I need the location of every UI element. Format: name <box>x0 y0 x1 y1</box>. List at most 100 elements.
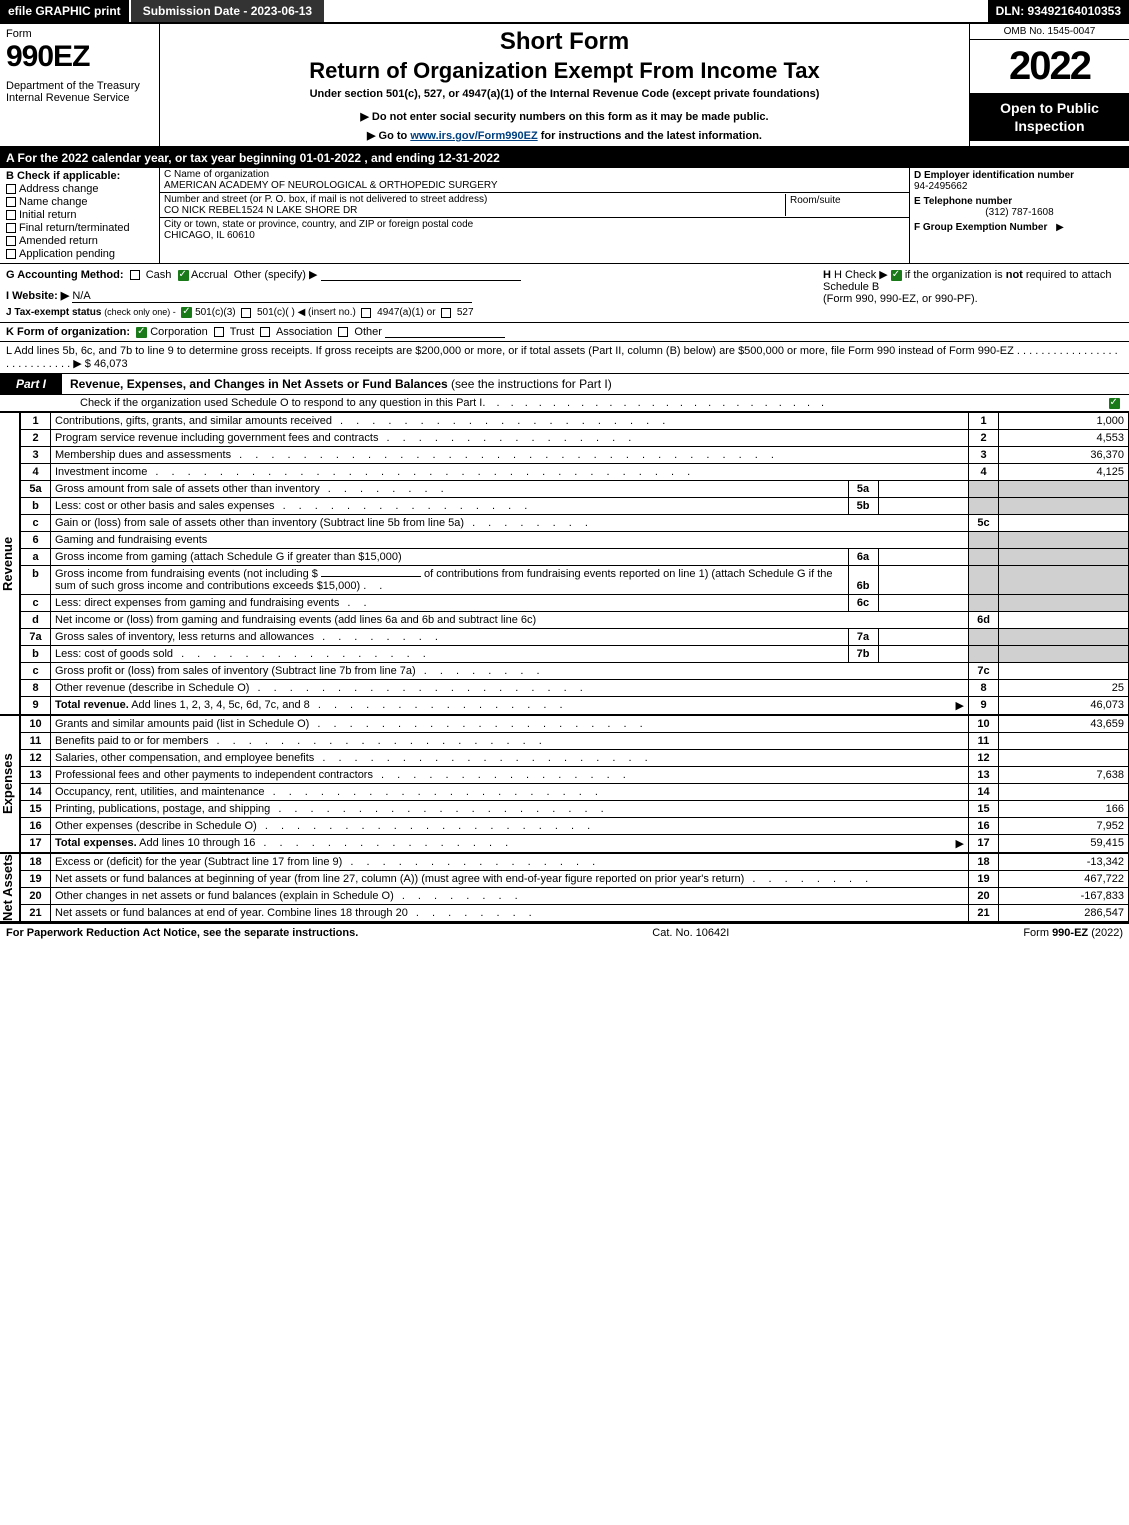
chk-other-org[interactable] <box>338 327 348 337</box>
chk-501c3[interactable] <box>181 307 192 318</box>
part1-tab: Part I <box>0 374 62 394</box>
chk-4947[interactable] <box>361 308 371 318</box>
table-row: 2Program service revenue including gover… <box>21 430 1129 447</box>
top-bar: efile GRAPHIC print Submission Date - 20… <box>0 0 1129 24</box>
expenses-section: Expenses 10Grants and similar amounts pa… <box>0 715 1129 853</box>
table-row: 18Excess or (deficit) for the year (Subt… <box>21 854 1129 871</box>
org-name-label: C Name of organization <box>164 169 905 180</box>
table-row: 12Salaries, other compensation, and empl… <box>21 750 1129 767</box>
form-of-org-label: K Form of organization: <box>6 326 130 338</box>
table-row: 10Grants and similar amounts paid (list … <box>21 716 1129 733</box>
table-row: dNet income or (loss) from gaming and fu… <box>21 612 1129 629</box>
table-row: 17Total expenses. Add lines 10 through 1… <box>21 835 1129 853</box>
table-row: bLess: cost of goods sold . . . . . . . … <box>21 646 1129 663</box>
table-row: 11Benefits paid to or for members . . . … <box>21 733 1129 750</box>
website-label: I Website: ▶ <box>6 290 69 302</box>
tax-year: 2022 <box>970 40 1129 93</box>
chk-cash[interactable] <box>130 270 140 280</box>
chk-name-change[interactable]: Name change <box>6 196 153 208</box>
table-row: 5aGross amount from sale of assets other… <box>21 481 1129 498</box>
col-c: C Name of organization AMERICAN ACADEMY … <box>160 168 909 263</box>
footer-right: Form 990-EZ (2022) <box>1023 927 1123 939</box>
form-label: Form <box>6 28 153 40</box>
table-row: 9Total revenue. Add lines 1, 2, 3, 4, 5c… <box>21 697 1129 715</box>
chk-amended-return[interactable]: Amended return <box>6 235 153 247</box>
note-goto-suffix: for instructions and the latest informat… <box>538 130 762 142</box>
table-row: 3Membership dues and assessments . . . .… <box>21 447 1129 464</box>
table-row: bGross income from fundraising events (n… <box>21 566 1129 595</box>
chk-association[interactable] <box>260 327 270 337</box>
footer-cat: Cat. No. 10642I <box>358 927 1023 939</box>
netassets-table: 18Excess or (deficit) for the year (Subt… <box>20 853 1129 922</box>
table-row: 21Net assets or fund balances at end of … <box>21 905 1129 922</box>
chk-501c[interactable] <box>241 308 251 318</box>
table-row: 20Other changes in net assets or fund ba… <box>21 888 1129 905</box>
group-exemption-label: F Group Exemption Number <box>914 222 1047 233</box>
org-city: CHICAGO, IL 60610 <box>164 230 905 241</box>
gross-receipts: 46,073 <box>94 358 128 370</box>
org-name: AMERICAN ACADEMY OF NEUROLOGICAL & ORTHO… <box>164 180 905 191</box>
table-row: 16Other expenses (describe in Schedule O… <box>21 818 1129 835</box>
chk-schedule-b[interactable] <box>891 270 902 281</box>
line-g: G Accounting Method: Cash Accrual Other … <box>6 268 803 281</box>
chk-schedule-o[interactable] <box>1109 398 1120 409</box>
org-addr: CO NICK REBEL1524 N LAKE SHORE DR <box>164 205 785 216</box>
part1-check-text: Check if the organization used Schedule … <box>80 397 482 409</box>
chk-corporation[interactable] <box>136 327 147 338</box>
submission-date: Submission Date - 2023-06-13 <box>131 0 324 22</box>
org-addr-label: Number and street (or P. O. box, if mail… <box>164 194 785 205</box>
table-row: 1Contributions, gifts, grants, and simil… <box>21 413 1129 430</box>
chk-trust[interactable] <box>214 327 224 337</box>
table-row: cGain or (loss) from sale of assets othe… <box>21 515 1129 532</box>
footer-left: For Paperwork Reduction Act Notice, see … <box>6 927 358 939</box>
table-row: 13Professional fees and other payments t… <box>21 767 1129 784</box>
website-value: N/A <box>72 290 472 303</box>
irs-link[interactable]: www.irs.gov/Form990EZ <box>410 130 537 142</box>
org-city-label: City or town, state or province, country… <box>164 219 905 230</box>
col-def: D Employer identification number 94-2495… <box>909 168 1129 263</box>
chk-accrual[interactable] <box>178 270 189 281</box>
chk-final-return[interactable]: Final return/terminated <box>6 222 153 234</box>
line-k: K Form of organization: Corporation Trus… <box>0 323 1129 342</box>
ein-label: D Employer identification number <box>914 170 1125 181</box>
table-row: bLess: cost or other basis and sales exp… <box>21 498 1129 515</box>
chk-address-change[interactable]: Address change <box>6 183 153 195</box>
tax-exempt-label: J Tax-exempt status <box>6 307 101 318</box>
revenue-section: Revenue 1Contributions, gifts, grants, a… <box>0 412 1129 715</box>
chk-application-pending[interactable]: Application pending <box>6 248 153 260</box>
table-row: cLess: direct expenses from gaming and f… <box>21 595 1129 612</box>
netassets-side-label: Net Assets <box>0 853 20 922</box>
accounting-method-label: G Accounting Method: <box>6 269 124 281</box>
table-row: 6Gaming and fundraising events <box>21 532 1129 549</box>
chk-initial-return[interactable]: Initial return <box>6 209 153 221</box>
table-row: aGross income from gaming (attach Schedu… <box>21 549 1129 566</box>
header-left: Form 990EZ Department of the Treasury In… <box>0 24 160 146</box>
ein-value: 94-2495662 <box>914 181 1125 192</box>
note-ssn: ▶ Do not enter social security numbers o… <box>168 110 961 123</box>
table-row: cGross profit or (loss) from sales of in… <box>21 663 1129 680</box>
phone-value: (312) 787-1608 <box>914 207 1125 218</box>
col-b-header: B Check if applicable: <box>6 170 153 182</box>
revenue-side-label: Revenue <box>0 412 20 715</box>
form-number: 990EZ <box>6 40 153 74</box>
note-goto: ▶ Go to www.irs.gov/Form990EZ for instru… <box>168 129 961 142</box>
table-row: 14Occupancy, rent, utilities, and mainte… <box>21 784 1129 801</box>
line-i: I Website: ▶ N/A <box>6 289 803 303</box>
dln: DLN: 93492164010353 <box>988 0 1129 22</box>
efile-label: efile GRAPHIC print <box>0 0 129 22</box>
ein-row: D Employer identification number 94-2495… <box>910 168 1129 194</box>
expenses-side-label: Expenses <box>0 715 20 853</box>
form-title: Return of Organization Exempt From Incom… <box>168 58 961 84</box>
row-g-h: G Accounting Method: Cash Accrual Other … <box>0 264 1129 323</box>
phone-row: E Telephone number (312) 787-1608 <box>910 194 1129 220</box>
header: Form 990EZ Department of the Treasury In… <box>0 24 1129 148</box>
table-row: 19Net assets or fund balances at beginni… <box>21 871 1129 888</box>
other-org-input[interactable] <box>385 326 505 338</box>
table-row: 7aGross sales of inventory, less returns… <box>21 629 1129 646</box>
other-specify-input[interactable] <box>321 269 521 281</box>
org-addr-row: Number and street (or P. O. box, if mail… <box>160 193 909 218</box>
chk-527[interactable] <box>441 308 451 318</box>
org-city-row: City or town, state or province, country… <box>160 218 909 242</box>
header-center: Short Form Return of Organization Exempt… <box>160 24 969 146</box>
col-b: B Check if applicable: Address change Na… <box>0 168 160 263</box>
